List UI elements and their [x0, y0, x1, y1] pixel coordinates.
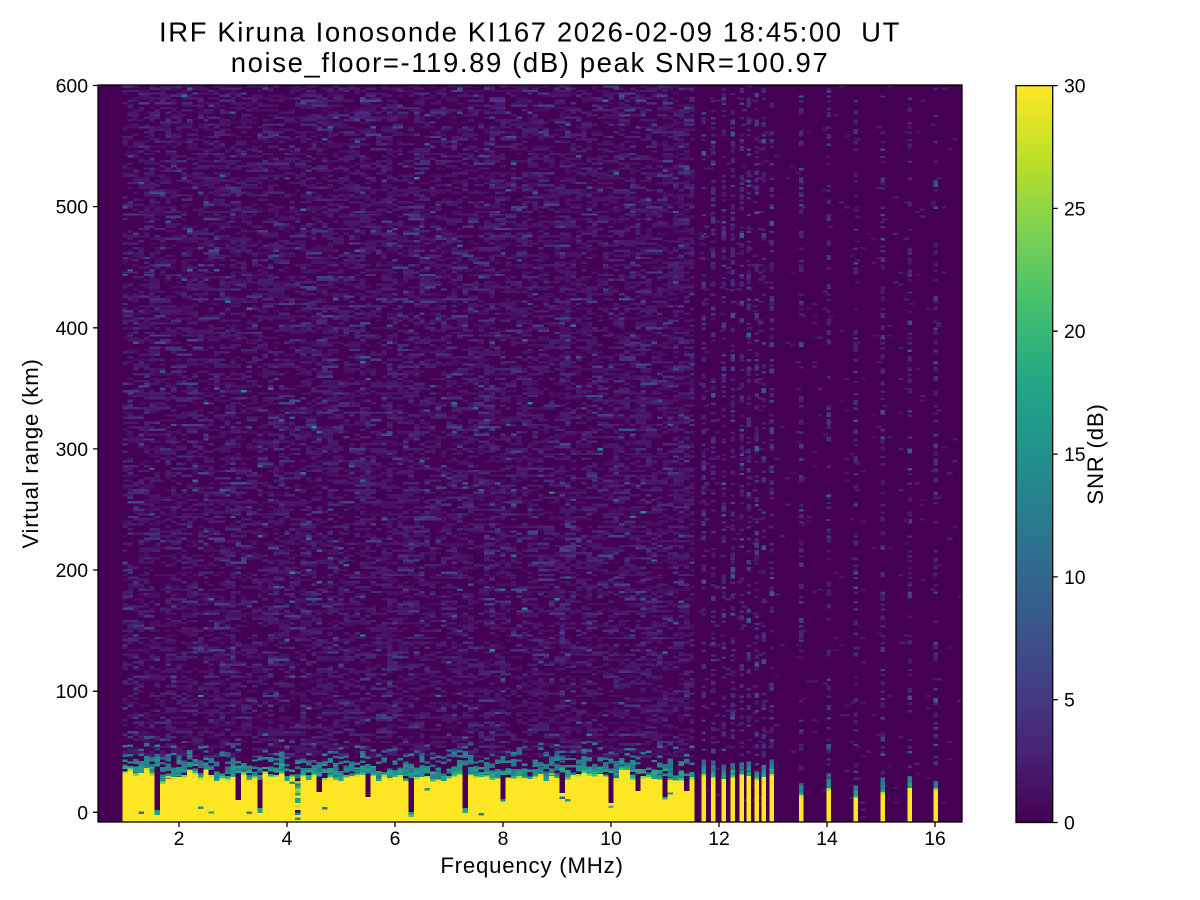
svg-text:600: 600 — [56, 76, 89, 98]
svg-text:20: 20 — [1064, 321, 1086, 343]
svg-text:25: 25 — [1064, 198, 1086, 220]
svg-text:Frequency (MHz): Frequency (MHz) — [440, 853, 623, 878]
svg-text:14: 14 — [816, 828, 838, 850]
svg-text:10: 10 — [600, 828, 622, 850]
svg-text:300: 300 — [56, 439, 89, 461]
svg-text:0: 0 — [77, 802, 88, 824]
svg-text:200: 200 — [56, 560, 89, 582]
svg-text:0: 0 — [1064, 813, 1075, 835]
svg-text:Virtual range (km): Virtual range (km) — [18, 358, 43, 548]
svg-text:100: 100 — [56, 681, 89, 703]
svg-text:noise_floor=-119.89 (dB) peak: noise_floor=-119.89 (dB) peak SNR=100.97 — [231, 47, 830, 78]
svg-text:10: 10 — [1064, 567, 1086, 589]
svg-text:IRF Kiruna Ionosonde KI167 202: IRF Kiruna Ionosonde KI167 2026-02-09 18… — [159, 17, 901, 48]
svg-text:16: 16 — [924, 828, 946, 850]
svg-text:500: 500 — [56, 197, 89, 219]
svg-text:6: 6 — [390, 828, 401, 850]
svg-text:4: 4 — [282, 828, 293, 850]
svg-text:12: 12 — [708, 828, 730, 850]
svg-text:SNR (dB): SNR (dB) — [1083, 403, 1108, 504]
svg-text:15: 15 — [1064, 444, 1086, 466]
svg-text:30: 30 — [1064, 76, 1086, 98]
svg-text:400: 400 — [56, 318, 89, 340]
svg-text:2: 2 — [174, 828, 185, 850]
svg-text:8: 8 — [498, 828, 509, 850]
svg-text:5: 5 — [1064, 690, 1075, 712]
